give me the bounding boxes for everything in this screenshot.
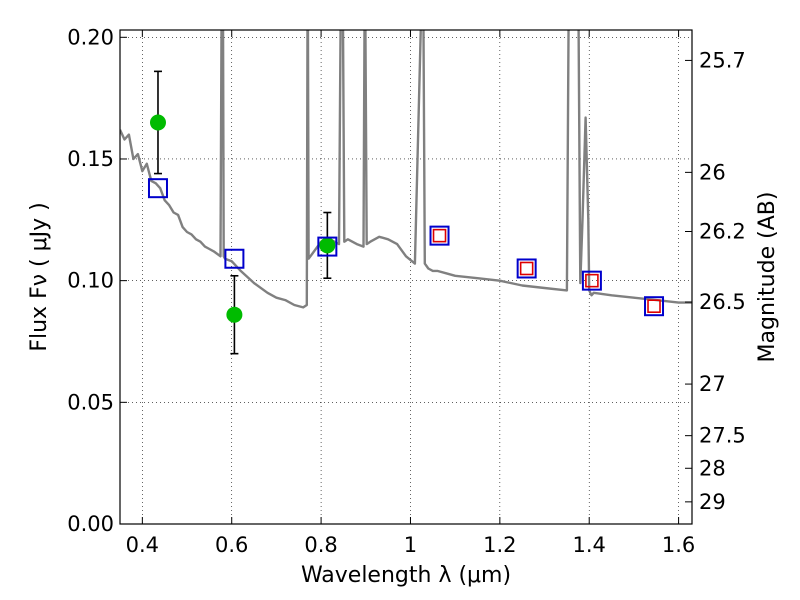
model-photometry-square [317,236,338,257]
right-tick-label: 28 [699,456,726,480]
y-axis-label: Flux Fν ( μJy ) [27,202,52,351]
right-tick-label: 27.5 [699,424,746,448]
observed-flux-point [319,237,336,254]
model-photometry-inner-square [519,261,534,276]
axes-frame [119,29,693,525]
observed-flux-point [226,306,243,323]
right-tick-label: 25.7 [699,48,746,72]
x-tick-label: 0.6 [215,533,248,557]
y-tick-label: 0.05 [67,390,114,414]
model-photometry-inner-square [432,228,447,243]
right-axis-ticks: 25.7 26 26.2 26.5 27 27.5 28 29 [685,48,746,514]
x-tick-label: 1.2 [483,533,516,557]
x-axis-label: Wavelength λ (μm) [301,563,511,588]
x-tick-label: 0.8 [304,533,337,557]
right-tick-label: 26 [699,160,726,184]
y-tick-label: 0.00 [67,512,114,536]
y-axis-ticks: 0.00 0.05 0.10 0.15 0.20 [67,25,127,536]
x-axis-ticks: 0.4 0.6 0.8 1 1.2 1.4 1.6 [126,30,695,557]
y-tick-label: 0.15 [67,147,114,171]
plot-area [120,30,692,355]
right-axis-label: Magnitude (AB) [755,192,780,363]
right-tick-label: 26.5 [699,290,746,314]
model-photometry-square [581,270,602,291]
model-photometry-inner-square [585,273,599,288]
observed-flux-point [149,114,166,131]
model-photometry-square [516,258,537,279]
right-tick-label: 27 [699,372,726,396]
model-spectrum-line [120,30,692,309]
x-tick-label: 1.4 [573,533,606,557]
right-tick-label: 26.2 [699,219,746,243]
y-tick-label: 0.20 [67,25,114,49]
model-photometry-square [644,296,665,317]
x-tick-label: 1.6 [662,533,695,557]
y-tick-label: 0.10 [67,269,114,293]
model-photometry-square [147,178,168,199]
x-tick-label: 0.4 [126,533,159,557]
model-photometry-square [429,225,450,246]
grid-lines [120,30,692,525]
x-tick-label: 1 [404,533,417,557]
model-photometry-inner-square [647,299,661,314]
right-tick-label: 29 [699,490,726,514]
model-photometry-square [224,248,245,269]
